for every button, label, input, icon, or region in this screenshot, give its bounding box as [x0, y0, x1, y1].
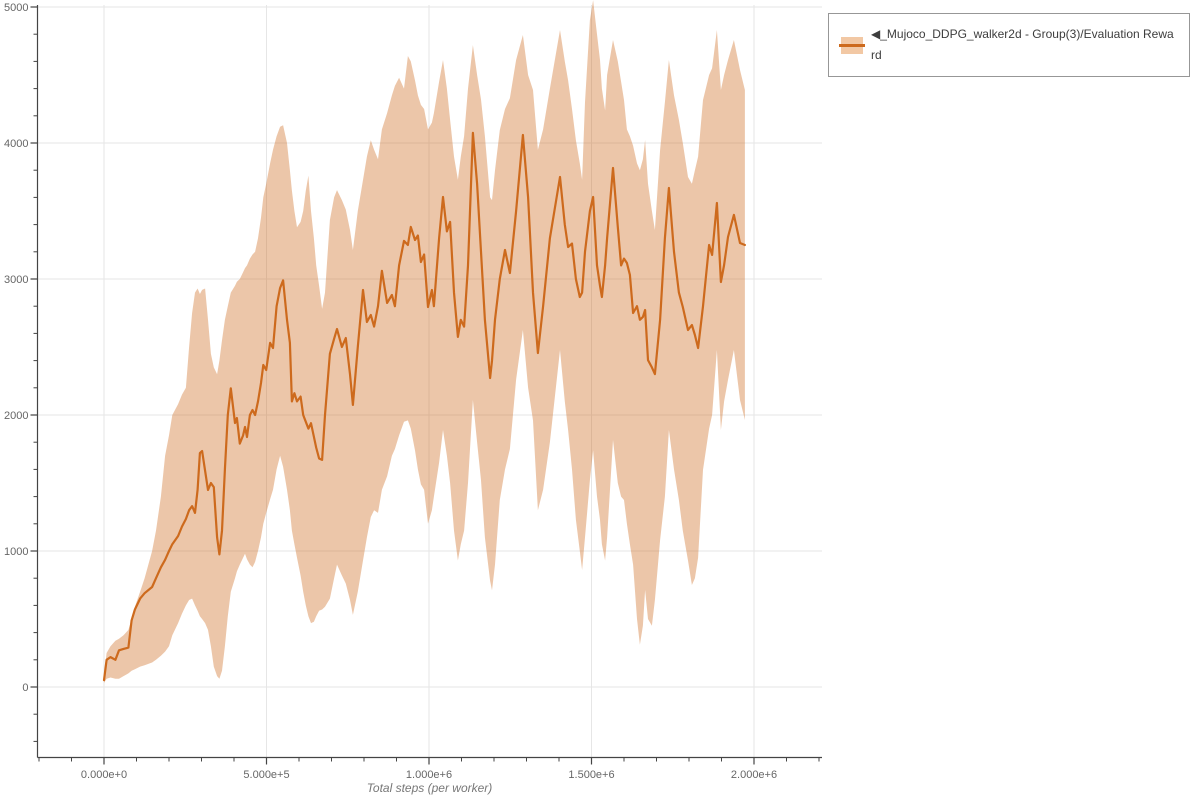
x-tick-label: 2.000e+6 — [731, 769, 777, 781]
series-band — [104, 0, 745, 683]
x-tick-label: 0.000e+0 — [81, 769, 127, 781]
y-tick-label: 5000 — [4, 2, 28, 14]
y-tick-label: 2000 — [4, 410, 28, 422]
y-tick-label: 1000 — [4, 546, 28, 558]
series-line — [102, 131, 746, 682]
legend-entry[interactable]: ◀_Mujoco_DDPG_walker2d - Group(3)/Evalua… — [839, 24, 1177, 66]
x-tick-label: 1.000e+6 — [406, 769, 452, 781]
y-tick-label: 3000 — [4, 274, 28, 286]
legend-label: ◀_Mujoco_DDPG_walker2d - Group(3)/Evalua… — [871, 27, 1174, 62]
legend-box: ◀_Mujoco_DDPG_walker2d - Group(3)/Evalua… — [828, 13, 1190, 77]
legend-line-icon — [839, 43, 865, 47]
legend-swatch-icon — [839, 36, 865, 54]
x-axis-title: Total steps (per worker) — [366, 781, 493, 795]
x-tick-label: 5.000e+5 — [243, 769, 289, 781]
y-tick-label: 0 — [22, 682, 28, 694]
y-tick-label: 4000 — [4, 138, 28, 150]
x-tick-label: 1.500e+6 — [568, 769, 614, 781]
